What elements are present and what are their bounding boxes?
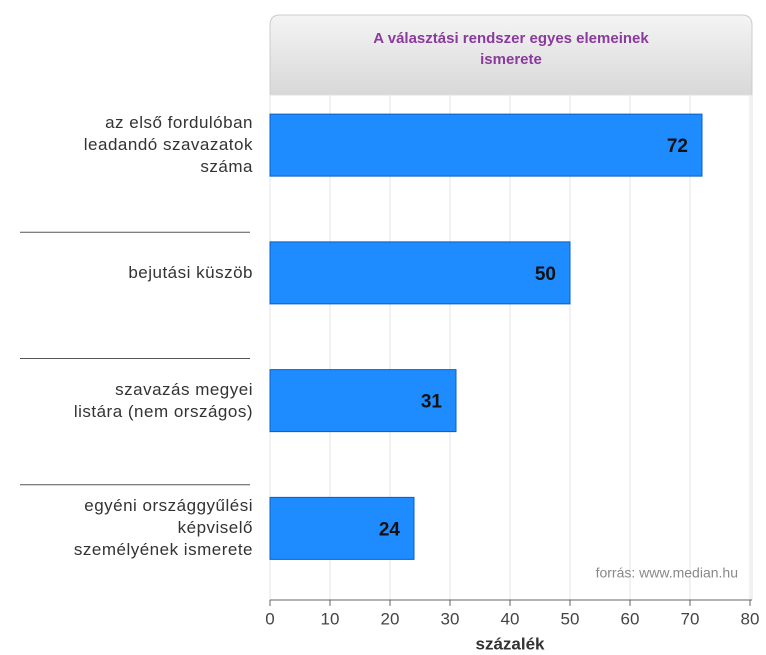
x-tick-label: 0: [265, 609, 274, 628]
bar: [269, 113, 703, 177]
title-box: [269, 14, 753, 96]
source: forrás: www.median.hu: [596, 565, 738, 581]
x-tick-label: 50: [561, 609, 580, 628]
bar: [269, 369, 457, 433]
bar: [269, 241, 571, 305]
x-tick-label: 10: [321, 609, 340, 628]
category-label: bejutási küszöb: [128, 262, 253, 282]
category-label: szavazás megyei listára (nem országos): [73, 379, 253, 421]
value-label: 50: [535, 264, 556, 285]
x-tick-label: 70: [681, 609, 700, 628]
x-axis-label: százalék: [476, 634, 546, 653]
x-tick-label: 80: [741, 609, 760, 628]
category-label: az első fordulóban leadandó szavazatok s…: [83, 113, 253, 177]
value-label: 31: [421, 392, 443, 413]
category-label: egyéni országgyűlési képviselő személyén…: [73, 496, 253, 560]
value-label: 72: [667, 136, 688, 157]
x-tick-label: 20: [381, 609, 400, 628]
x-tick-label: 30: [441, 609, 460, 628]
x-tick-label: 60: [621, 609, 640, 628]
chart-title: A választási rendszer egyes elemeinek is…: [373, 30, 649, 68]
x-tick-label: 40: [501, 609, 520, 628]
value-label: 24: [379, 519, 401, 540]
bar: [269, 496, 415, 560]
